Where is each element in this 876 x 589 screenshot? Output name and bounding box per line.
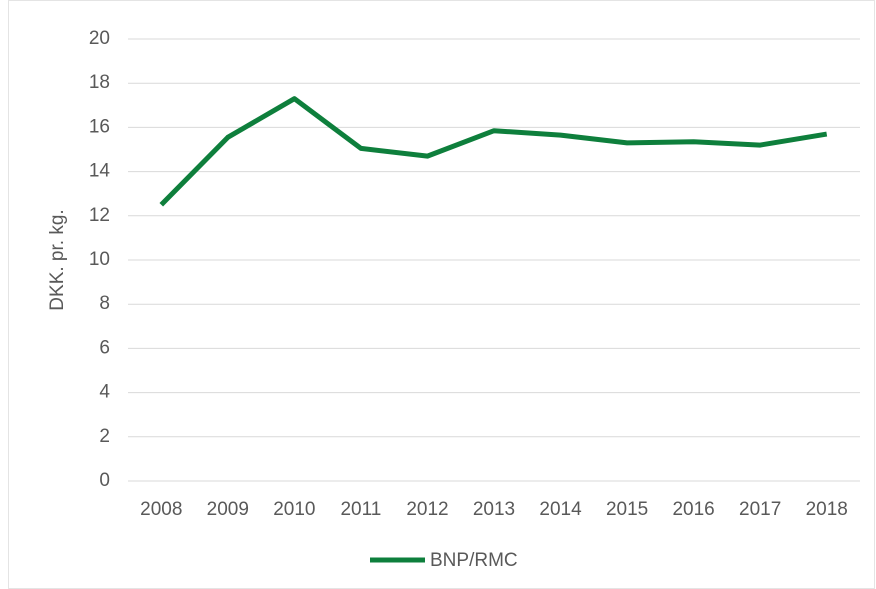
y-tick-label: 16 <box>89 116 110 137</box>
x-tick-label: 2009 <box>207 499 249 520</box>
x-tick-label: 2018 <box>806 499 848 520</box>
x-tick-label: 2008 <box>140 499 182 520</box>
y-axis-label: DKK. pr. kg. <box>47 209 68 310</box>
x-tick-label: 2015 <box>606 499 648 520</box>
x-tick-label: 2014 <box>539 499 582 520</box>
line-series <box>159 96 828 207</box>
y-tick-label: 4 <box>99 382 110 403</box>
x-tick-label: 2013 <box>473 499 515 520</box>
y-tick-label: 8 <box>99 293 110 314</box>
y-tick-label: 10 <box>89 249 110 270</box>
x-tick-label: 2016 <box>672 499 714 520</box>
y-tick-label: 12 <box>89 205 110 226</box>
legend-label: BNP/RMC <box>430 550 518 571</box>
x-tick-label: 2010 <box>273 499 315 520</box>
y-tick-label: 6 <box>99 337 110 358</box>
y-tick-label: 14 <box>89 161 111 182</box>
y-tick-label: 20 <box>89 28 110 49</box>
y-tick-label: 2 <box>99 426 110 447</box>
x-tick-label: 2012 <box>406 499 448 520</box>
x-tick-label: 2011 <box>340 499 381 520</box>
x-tick-label: 2017 <box>739 499 781 520</box>
y-tick-label: 18 <box>89 72 110 93</box>
y-tick-label: 0 <box>99 470 110 491</box>
